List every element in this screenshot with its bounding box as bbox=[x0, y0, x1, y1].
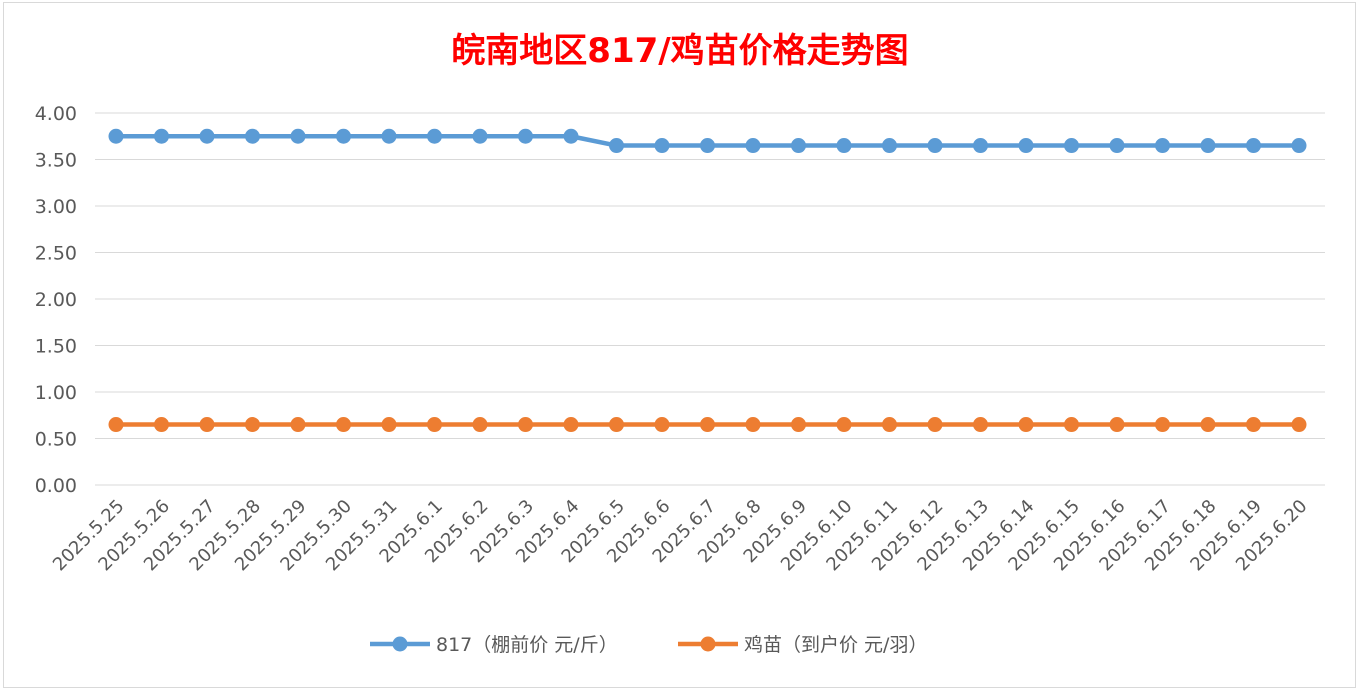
data-point bbox=[518, 417, 533, 433]
series-2 bbox=[108, 417, 1307, 433]
data-point bbox=[290, 128, 306, 144]
data-point bbox=[108, 128, 124, 144]
data-point bbox=[745, 417, 761, 433]
y-tick-label: 2.50 bbox=[35, 243, 77, 265]
data-point bbox=[927, 138, 943, 154]
data-point bbox=[654, 138, 670, 154]
data-point bbox=[472, 128, 488, 144]
legend: 817（棚前价 元/斤） 鸡苗（到户价 元/羽） bbox=[370, 634, 927, 656]
data-point bbox=[1109, 138, 1125, 154]
data-point bbox=[336, 128, 351, 144]
data-point bbox=[1200, 417, 1216, 433]
data-point bbox=[745, 138, 761, 154]
data-point bbox=[290, 417, 306, 433]
data-point bbox=[836, 138, 852, 154]
data-point bbox=[1246, 417, 1261, 433]
y-tick-label: 4.00 bbox=[35, 103, 77, 125]
data-point bbox=[882, 138, 897, 154]
data-point bbox=[1155, 417, 1170, 433]
y-tick-label: 0.50 bbox=[35, 429, 77, 451]
data-point bbox=[654, 417, 670, 433]
y-tick-label: 3.50 bbox=[35, 150, 77, 172]
data-point bbox=[1155, 138, 1170, 154]
y-tick-label: 3.00 bbox=[35, 196, 77, 218]
data-point bbox=[1064, 417, 1079, 433]
legend-item-1: 817（棚前价 元/斤） bbox=[370, 634, 618, 656]
data-point bbox=[1291, 138, 1307, 154]
chart-title: 皖南地区817/鸡苗价格走势图 bbox=[451, 31, 908, 71]
data-point bbox=[154, 417, 169, 433]
data-point bbox=[427, 417, 442, 433]
data-point bbox=[700, 417, 715, 433]
legend-marker bbox=[700, 636, 716, 652]
gridlines bbox=[95, 112, 1325, 486]
y-tick-label: 2.00 bbox=[35, 289, 77, 311]
data-point bbox=[1018, 417, 1034, 433]
data-point bbox=[973, 417, 988, 433]
data-point bbox=[427, 128, 442, 144]
data-point bbox=[1064, 138, 1079, 154]
data-point bbox=[199, 417, 215, 433]
data-point bbox=[1200, 138, 1216, 154]
data-point bbox=[381, 128, 397, 144]
data-point bbox=[609, 138, 624, 154]
data-point bbox=[836, 417, 852, 433]
data-point bbox=[563, 417, 579, 433]
legend-label: 817（棚前价 元/斤） bbox=[436, 634, 618, 656]
data-point bbox=[700, 138, 715, 154]
series-1 bbox=[108, 128, 1307, 154]
data-point bbox=[199, 128, 215, 144]
y-tick-label: 1.00 bbox=[35, 382, 77, 404]
data-point bbox=[563, 128, 579, 144]
data-point bbox=[609, 417, 624, 433]
data-point bbox=[245, 417, 260, 433]
data-point bbox=[518, 128, 533, 144]
data-point bbox=[791, 417, 806, 433]
data-point bbox=[154, 128, 169, 144]
data-point bbox=[973, 138, 988, 154]
x-axis-tick-labels: 2025.5.252025.5.262025.5.272025.5.282025… bbox=[49, 496, 1312, 576]
data-point bbox=[1109, 417, 1125, 433]
y-tick-label: 0.00 bbox=[35, 475, 77, 497]
data-point bbox=[791, 138, 806, 154]
data-point bbox=[336, 417, 351, 433]
legend-marker bbox=[392, 636, 408, 652]
series-lines bbox=[108, 128, 1307, 433]
y-axis-tick-labels: 0.00 0.50 1.00 1.50 2.00 2.50 3.00 3.50 4.00 bbox=[35, 103, 77, 497]
data-point bbox=[472, 417, 488, 433]
data-point bbox=[381, 417, 397, 433]
legend-label: 鸡苗（到户价 元/羽） bbox=[744, 634, 927, 656]
data-point bbox=[1291, 417, 1307, 433]
data-point bbox=[882, 417, 897, 433]
data-point bbox=[1018, 138, 1034, 154]
data-point bbox=[927, 417, 943, 433]
data-point bbox=[108, 417, 124, 433]
y-tick-label: 1.50 bbox=[35, 336, 77, 358]
data-point bbox=[245, 128, 260, 144]
legend-item-2: 鸡苗（到户价 元/羽） bbox=[678, 634, 927, 656]
data-point bbox=[1246, 138, 1261, 154]
